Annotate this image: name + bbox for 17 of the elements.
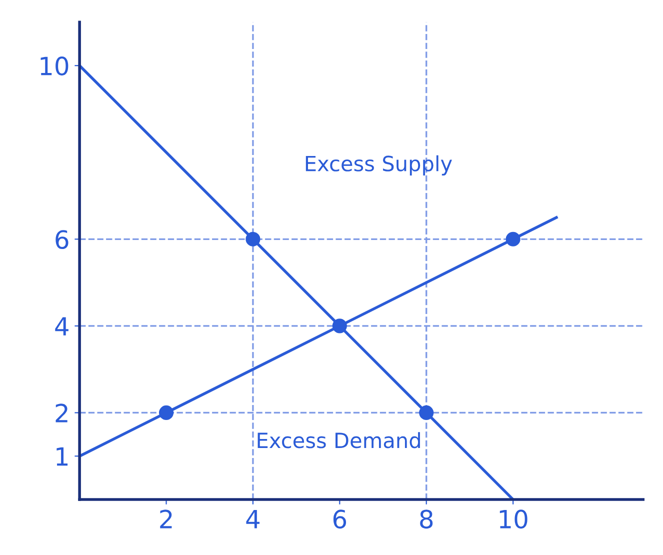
point (158, 405, 174, 420)
x-tick-label: 10 (500, 510, 528, 529)
y-tick-label: 2 (56, 404, 68, 422)
x-tick-label: 2 (160, 510, 172, 528)
x-tick-label: 4 (246, 510, 260, 528)
point (506, 232, 520, 246)
x-tick-label: 6 (333, 510, 346, 529)
point (419, 405, 434, 420)
y-tick-label: 4 (55, 317, 68, 336)
y-tick-label: 6 (56, 230, 68, 250)
annotation: Excess Supply (306, 155, 452, 176)
y-tick-label: 1 (56, 447, 68, 466)
point (332, 318, 347, 334)
point (246, 232, 260, 246)
y-tick-label: 10 (40, 56, 68, 76)
annotation: Excess Demand (258, 432, 420, 448)
x-tick-label: 8 (420, 510, 433, 529)
